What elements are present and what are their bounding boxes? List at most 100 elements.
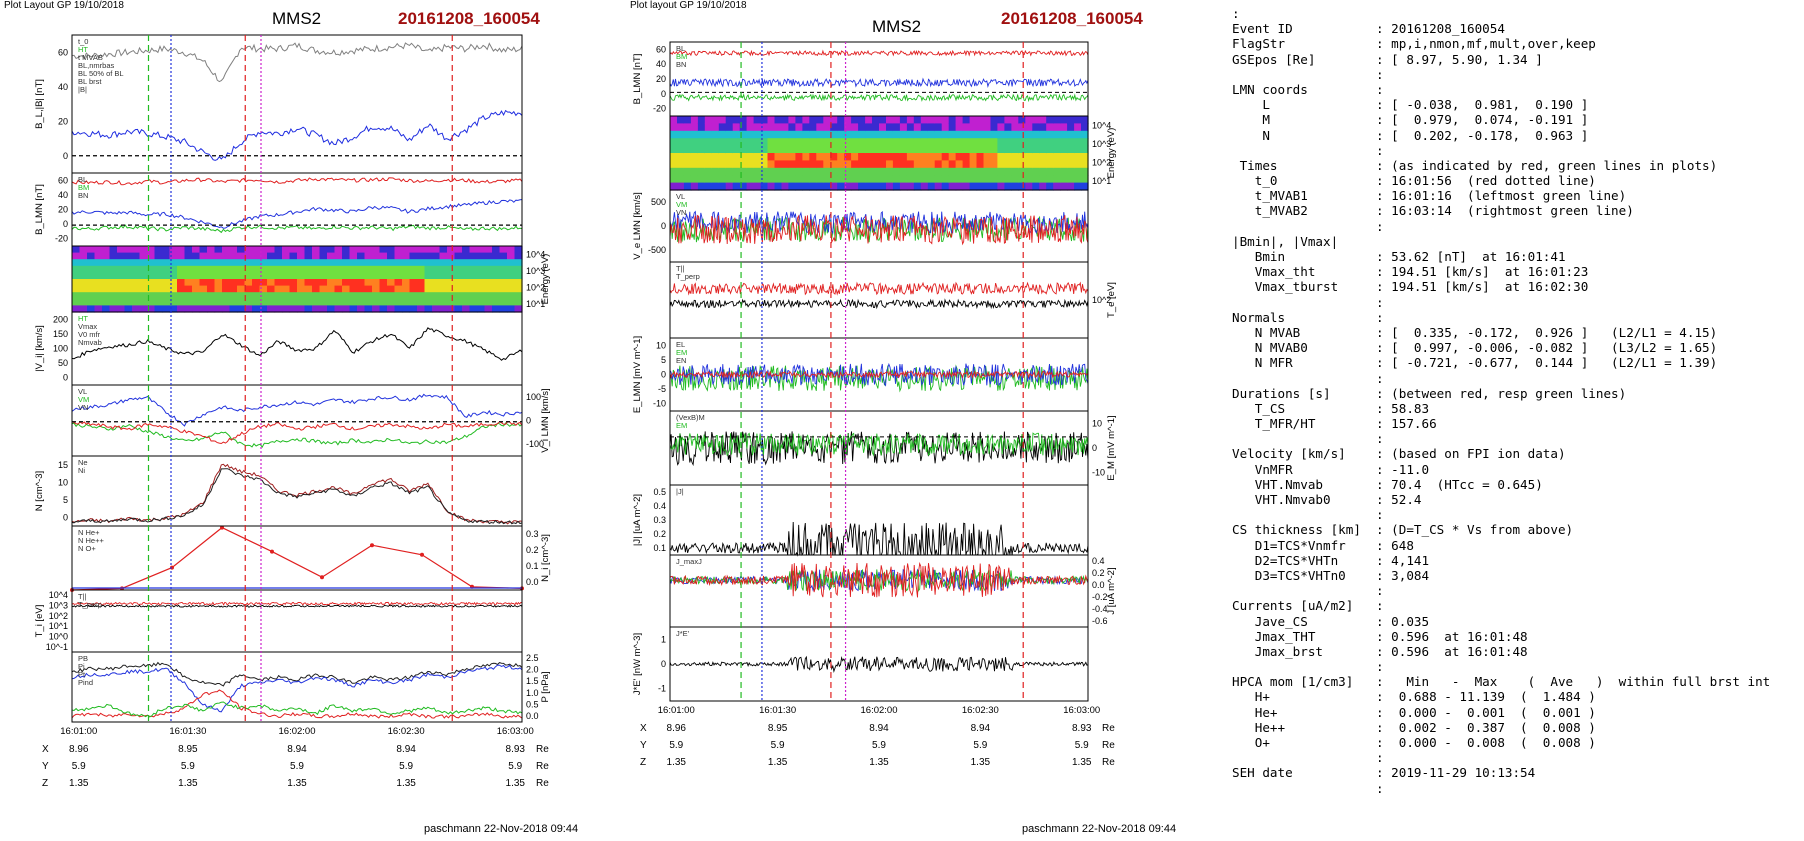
- summary-key: CS thickness [km]: [1232, 522, 1361, 538]
- spectrogram-cell: [72, 279, 81, 287]
- spectrogram-cell: [349, 252, 358, 260]
- spectrogram-cell: [364, 305, 373, 313]
- spectrogram-cell: [499, 279, 508, 287]
- spectrogram-cell: [1060, 138, 1068, 147]
- spectrogram-cell: [184, 272, 193, 280]
- spectrogram-cell: [886, 153, 894, 161]
- spectrogram-cell: [342, 259, 351, 267]
- spectrogram-cell: [767, 145, 776, 154]
- spectrogram-cell: [154, 285, 163, 293]
- spectrogram-cell: [154, 246, 163, 254]
- y-tick-label: 5: [63, 495, 68, 505]
- spectrogram-cell: [462, 279, 471, 287]
- spectrogram-cell: [1067, 130, 1075, 139]
- spectrogram-cell: [746, 145, 755, 154]
- spectrogram-cell: [72, 305, 81, 313]
- spectrogram-cell: [297, 246, 306, 254]
- x-tick-label: 16:01:30: [759, 705, 796, 716]
- spectrogram-cell: [169, 285, 178, 293]
- summary-key: L: [1232, 97, 1270, 113]
- legend-entry: Pind: [78, 678, 93, 687]
- spectrogram-cell: [327, 265, 336, 273]
- spectrogram-cell: [823, 160, 831, 169]
- spectrogram-cell: [499, 285, 508, 293]
- x-tick-label: 16:03:00: [497, 726, 534, 737]
- series-line: [669, 655, 1089, 674]
- spectrogram-cell: [913, 138, 922, 147]
- spectrogram-cell: [357, 292, 366, 300]
- spectrogram-cell: [79, 298, 88, 306]
- spectrogram-cell: [342, 279, 351, 287]
- spectrogram-cell: [282, 305, 291, 313]
- position-unit: Re: [1102, 723, 1115, 734]
- spectrogram-cell: [259, 285, 268, 293]
- spectrogram-cell: [454, 279, 463, 287]
- y-axis-label: Energy (eV): [1106, 128, 1117, 179]
- spectrogram-cell: [267, 279, 276, 287]
- spectrogram-cell: [417, 279, 426, 287]
- spectrogram-cell: [514, 292, 523, 300]
- spectrogram-cell: [514, 246, 523, 254]
- spectrogram-cell: [732, 153, 741, 161]
- spectrogram-cell: [312, 305, 321, 313]
- spectrogram-cell: [132, 272, 141, 280]
- position-value: 5.9: [508, 761, 522, 772]
- spectrogram-cell: [767, 153, 776, 161]
- spectrogram-cell: [677, 145, 685, 154]
- position-value: 5.9: [973, 740, 987, 751]
- spectrogram-cell: [199, 246, 208, 254]
- spectrogram-cell: [1004, 123, 1012, 132]
- y-tick-label: 0.3: [526, 529, 539, 539]
- spectrogram-cell: [670, 160, 678, 169]
- spectrogram-cell: [289, 246, 298, 254]
- spectrogram-cell: [872, 138, 880, 147]
- summary-value: :: [1376, 370, 1384, 386]
- spectrogram-cell: [117, 265, 126, 273]
- spectrogram-cell: [837, 123, 845, 132]
- spectrogram-cell: [297, 252, 306, 260]
- spectrogram-cell: [372, 272, 381, 280]
- spectrogram-cell: [124, 292, 133, 300]
- spectrogram-cell: [469, 285, 478, 293]
- spectrogram-cell: [725, 182, 734, 191]
- spectrogram-cell: [886, 145, 894, 154]
- spectrogram-cell: [402, 265, 411, 273]
- spectrogram-cell: [357, 265, 366, 273]
- spectrogram-cell: [372, 305, 381, 313]
- spectrogram-cell: [184, 246, 193, 254]
- spectrogram-cell: [469, 259, 478, 267]
- y-tick-label: -0.4: [1092, 604, 1108, 614]
- y-tick-label: 0: [63, 219, 68, 229]
- spectrogram-cell: [432, 272, 441, 280]
- spectrogram-cell: [683, 138, 692, 147]
- spectrogram-cell: [816, 130, 824, 139]
- summary-row: t_0: 16:01:56 (red dotted line): [1232, 173, 1770, 188]
- summary-value: : [ 0.335, -0.172, 0.926 ] (L2/L1 = 4.15…: [1376, 324, 1718, 340]
- spectrogram-cell: [147, 298, 156, 306]
- summary-key: LMN coords: [1232, 81, 1308, 97]
- summary-key: [1232, 431, 1376, 446]
- spectrogram-cell: [379, 272, 388, 280]
- spectrogram-cell: [454, 272, 463, 280]
- spectrogram-cell: [788, 175, 796, 184]
- spectrogram-cell: [499, 305, 508, 313]
- spectrogram-cell: [670, 123, 678, 132]
- spectrogram-cell: [259, 292, 268, 300]
- spectrogram-cell: [409, 265, 418, 273]
- spectrogram-cell: [169, 272, 178, 280]
- spectrogram-cell: [704, 182, 713, 191]
- spectrogram-cell: [955, 175, 964, 184]
- spectrogram-cell: [229, 246, 238, 254]
- spectrogram-cell: [886, 123, 894, 132]
- y-axis-label: B_LMN [nT]: [34, 184, 45, 235]
- spectrogram-cell: [1074, 182, 1082, 191]
- spectrogram-cell: [297, 292, 306, 300]
- spectrogram-cell: [809, 182, 817, 191]
- spectrogram-cell: [109, 279, 118, 287]
- spectrogram-cell: [725, 153, 734, 161]
- spectrogram-cell: [462, 265, 471, 273]
- spectrogram-cell: [417, 246, 426, 254]
- spectrogram-cell: [267, 252, 276, 260]
- spectrogram-cell: [162, 292, 171, 300]
- spectrogram-cell: [327, 285, 336, 293]
